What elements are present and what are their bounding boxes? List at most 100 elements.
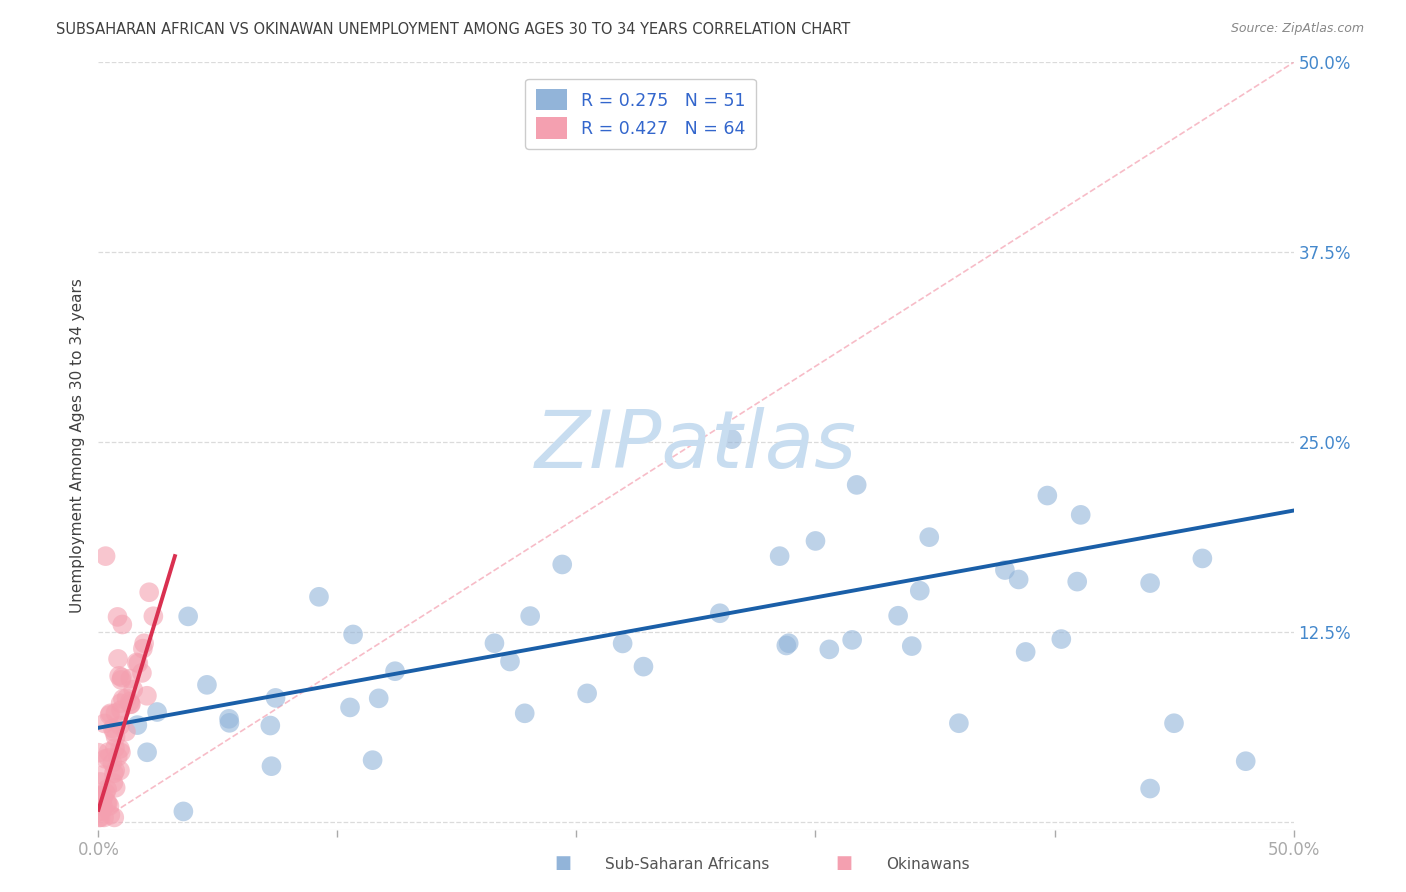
Legend: R = 0.275   N = 51, R = 0.427   N = 64: R = 0.275 N = 51, R = 0.427 N = 64 bbox=[526, 78, 756, 149]
Point bbox=[709, 606, 731, 620]
Point bbox=[994, 563, 1017, 577]
Point bbox=[94, 752, 117, 766]
Point bbox=[1139, 576, 1161, 591]
Point bbox=[519, 609, 541, 624]
Point bbox=[918, 530, 941, 544]
Point bbox=[97, 796, 120, 810]
Point bbox=[96, 796, 118, 810]
Point bbox=[108, 718, 131, 732]
Y-axis label: Unemployment Among Ages 30 to 34 years: Unemployment Among Ages 30 to 34 years bbox=[69, 278, 84, 614]
Text: ZIPatlas: ZIPatlas bbox=[534, 407, 858, 485]
Point bbox=[721, 432, 744, 446]
Point bbox=[110, 746, 132, 760]
Point bbox=[125, 656, 148, 670]
Point bbox=[120, 672, 142, 686]
Point bbox=[768, 549, 790, 563]
Point bbox=[1036, 489, 1059, 503]
Point bbox=[948, 716, 970, 731]
Point bbox=[101, 722, 124, 736]
Point bbox=[367, 691, 389, 706]
Point bbox=[260, 759, 283, 773]
Point bbox=[98, 708, 121, 723]
Point bbox=[104, 780, 127, 795]
Point bbox=[138, 585, 160, 599]
Point bbox=[499, 655, 522, 669]
Point bbox=[1066, 574, 1088, 589]
Point bbox=[1163, 716, 1185, 731]
Point bbox=[146, 705, 169, 719]
Point bbox=[103, 725, 125, 739]
Point bbox=[91, 799, 114, 814]
Point bbox=[264, 690, 287, 705]
Text: ■: ■ bbox=[835, 855, 852, 872]
Point bbox=[93, 810, 115, 824]
Point bbox=[172, 805, 194, 819]
Point bbox=[91, 792, 114, 806]
Point bbox=[108, 669, 131, 683]
Point bbox=[104, 730, 127, 744]
Point bbox=[118, 694, 141, 708]
Point bbox=[108, 742, 131, 756]
Point bbox=[384, 664, 406, 678]
Point bbox=[104, 706, 127, 720]
Point bbox=[845, 478, 868, 492]
Point bbox=[513, 706, 536, 721]
Point bbox=[94, 549, 117, 563]
Point bbox=[1070, 508, 1092, 522]
Point bbox=[778, 636, 800, 650]
Point bbox=[361, 753, 384, 767]
Point bbox=[1008, 573, 1031, 587]
Point bbox=[908, 583, 931, 598]
Point bbox=[103, 776, 125, 790]
Point bbox=[136, 745, 159, 759]
Text: ■: ■ bbox=[554, 855, 571, 872]
Point bbox=[195, 678, 218, 692]
Point bbox=[97, 745, 120, 759]
Point bbox=[104, 764, 127, 778]
Point bbox=[98, 798, 121, 813]
Point bbox=[818, 642, 841, 657]
Text: Sub-Saharan Africans: Sub-Saharan Africans bbox=[605, 857, 769, 872]
Point bbox=[91, 768, 114, 782]
Point bbox=[97, 751, 120, 765]
Point bbox=[339, 700, 361, 714]
Point bbox=[900, 639, 922, 653]
Point bbox=[103, 766, 125, 780]
Point bbox=[110, 696, 132, 710]
Point bbox=[100, 808, 122, 822]
Point bbox=[308, 590, 330, 604]
Point bbox=[98, 706, 121, 721]
Point bbox=[551, 558, 574, 572]
Point bbox=[134, 636, 156, 650]
Point bbox=[101, 756, 124, 770]
Point bbox=[122, 682, 145, 697]
Point bbox=[804, 533, 827, 548]
Point bbox=[136, 689, 159, 703]
Point bbox=[115, 691, 138, 706]
Point bbox=[90, 804, 112, 818]
Point bbox=[104, 741, 127, 756]
Point bbox=[1139, 781, 1161, 796]
Point bbox=[127, 657, 149, 671]
Point bbox=[218, 712, 240, 726]
Point bbox=[576, 686, 599, 700]
Point bbox=[127, 718, 149, 732]
Point bbox=[131, 665, 153, 680]
Point bbox=[107, 652, 129, 666]
Point bbox=[90, 810, 112, 824]
Point bbox=[89, 775, 111, 789]
Point bbox=[633, 659, 655, 673]
Text: Source: ZipAtlas.com: Source: ZipAtlas.com bbox=[1230, 22, 1364, 36]
Point bbox=[120, 697, 142, 711]
Point bbox=[342, 627, 364, 641]
Point bbox=[132, 641, 155, 656]
Point bbox=[484, 636, 506, 650]
Point bbox=[110, 703, 132, 717]
Point bbox=[91, 789, 114, 804]
Point bbox=[775, 639, 797, 653]
Point bbox=[108, 764, 131, 778]
Point bbox=[177, 609, 200, 624]
Point bbox=[1234, 754, 1257, 768]
Point bbox=[612, 636, 634, 650]
Point bbox=[96, 782, 118, 797]
